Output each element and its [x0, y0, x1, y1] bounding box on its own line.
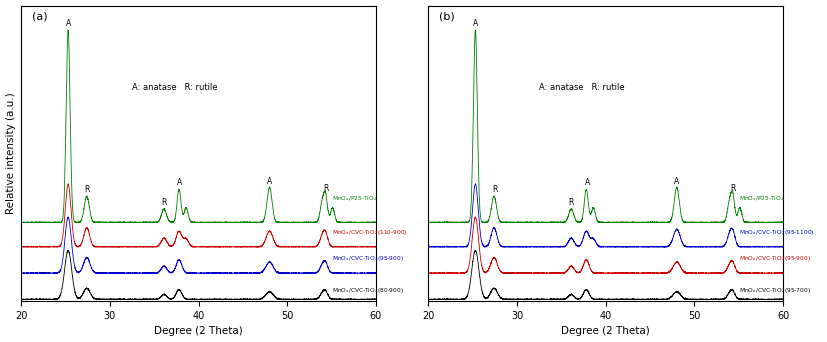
Text: R: R [323, 184, 328, 194]
Text: A: A [177, 179, 182, 187]
Text: MnO$_x$/P25-TiO$_2$: MnO$_x$/P25-TiO$_2$ [738, 194, 783, 203]
Text: MnO$_x$/CVC-TiO$_2$(95-900): MnO$_x$/CVC-TiO$_2$(95-900) [332, 254, 403, 263]
Text: (b): (b) [438, 12, 454, 22]
Text: (a): (a) [31, 12, 47, 22]
Text: A: A [65, 19, 70, 28]
Text: R: R [161, 198, 166, 207]
Text: R: R [84, 185, 90, 195]
X-axis label: Degree (2 Theta): Degree (2 Theta) [561, 327, 649, 337]
Text: R: R [729, 184, 735, 194]
X-axis label: Degree (2 Theta): Degree (2 Theta) [154, 327, 242, 337]
Text: R: R [491, 185, 496, 195]
Text: MnO$_x$/CVC-TiO$_2$(95-700): MnO$_x$/CVC-TiO$_2$(95-700) [738, 286, 810, 295]
Text: MnO$_x$/P25-TiO$_2$: MnO$_x$/P25-TiO$_2$ [332, 194, 376, 203]
Text: A: anatase   R: rutile: A: anatase R: rutile [131, 82, 218, 92]
Y-axis label: Relative intensity (a.u.): Relative intensity (a.u.) [6, 92, 16, 214]
Text: A: A [266, 177, 272, 186]
Text: A: A [673, 177, 679, 186]
Text: A: A [584, 179, 589, 187]
Text: MnO$_x$/CVC-TiO$_2$(110-900): MnO$_x$/CVC-TiO$_2$(110-900) [332, 228, 407, 237]
Text: A: anatase   R: rutile: A: anatase R: rutile [538, 82, 624, 92]
Text: R: R [568, 198, 573, 207]
Text: MnO$_x$/CVC-TiO$_2$(80-900): MnO$_x$/CVC-TiO$_2$(80-900) [332, 286, 403, 295]
Text: A: A [472, 19, 477, 28]
Text: MnO$_x$/CVC-TiO$_2$(95-1100): MnO$_x$/CVC-TiO$_2$(95-1100) [738, 228, 814, 237]
Text: MnO$_x$/CVC-TiO$_2$(95-900): MnO$_x$/CVC-TiO$_2$(95-900) [738, 254, 810, 263]
